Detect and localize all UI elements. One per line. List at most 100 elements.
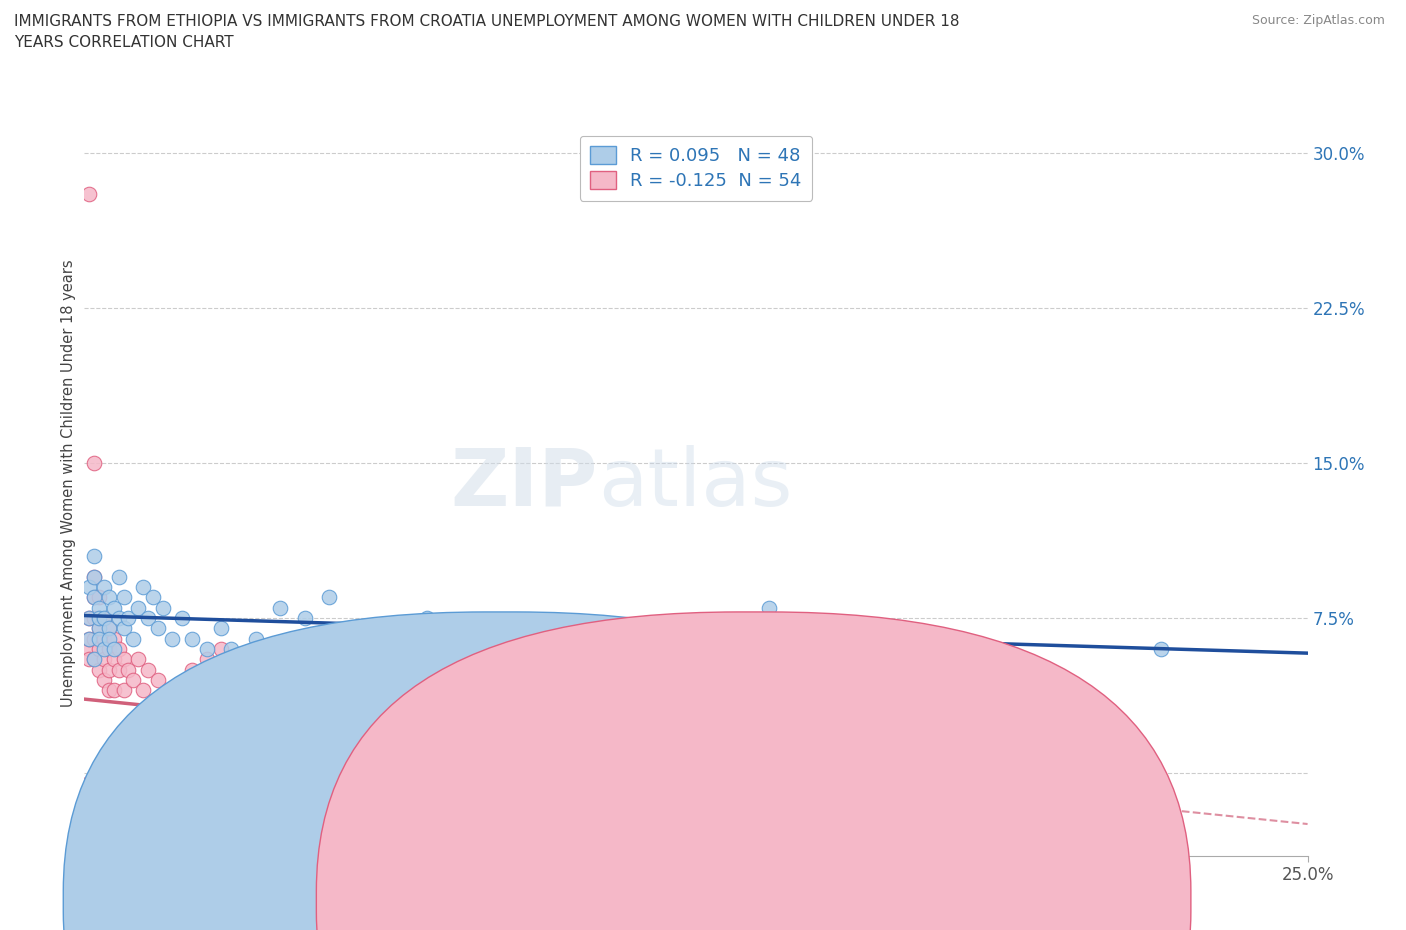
Point <box>97 621 120 636</box>
Point <box>219 811 242 826</box>
Point <box>93 786 115 801</box>
Point <box>416 610 439 625</box>
Point <box>219 642 242 657</box>
Point <box>294 610 316 625</box>
Point <box>107 662 129 677</box>
Point <box>612 724 634 739</box>
Point <box>259 662 281 677</box>
Point <box>93 807 115 822</box>
Y-axis label: Unemployment Among Women with Children Under 18 years: Unemployment Among Women with Children U… <box>60 259 76 708</box>
Point <box>83 456 105 471</box>
Point <box>122 631 145 646</box>
Point <box>83 569 105 584</box>
Point <box>87 631 110 646</box>
Point <box>209 621 232 636</box>
Text: IMMIGRANTS FROM ETHIOPIA VS IMMIGRANTS FROM CROATIA UNEMPLOYMENT AMONG WOMEN WIT: IMMIGRANTS FROM ETHIOPIA VS IMMIGRANTS F… <box>14 14 959 50</box>
Point <box>93 579 115 594</box>
Point <box>103 683 125 698</box>
Point <box>132 683 155 698</box>
Point <box>146 672 169 687</box>
Point <box>195 652 218 667</box>
Point <box>93 631 115 646</box>
Point <box>77 610 100 625</box>
Point <box>162 807 184 822</box>
Point <box>83 631 105 646</box>
Point <box>209 642 232 657</box>
Point <box>146 817 169 832</box>
Point <box>269 600 291 615</box>
Point <box>709 745 731 760</box>
Point <box>103 600 125 615</box>
Point <box>758 600 780 615</box>
Point <box>97 796 120 811</box>
Point <box>87 600 110 615</box>
Point <box>83 569 105 584</box>
Point <box>367 642 389 657</box>
Point <box>132 803 155 817</box>
Point <box>93 610 115 625</box>
Point <box>127 600 149 615</box>
Point <box>83 590 105 604</box>
Point <box>709 642 731 657</box>
Point <box>464 693 486 708</box>
Point <box>87 610 110 625</box>
Point <box>97 590 120 604</box>
Point <box>122 672 145 687</box>
Point <box>103 652 125 667</box>
Point <box>83 549 105 564</box>
Text: atlas: atlas <box>598 445 793 523</box>
Point <box>513 724 536 739</box>
Point <box>83 652 105 667</box>
Point <box>288 703 311 718</box>
Point <box>87 610 110 625</box>
Legend: R = 0.095   N = 48, R = -0.125  N = 54: R = 0.095 N = 48, R = -0.125 N = 54 <box>579 136 813 201</box>
Point <box>107 569 129 584</box>
Point <box>112 796 135 811</box>
Point <box>229 672 252 687</box>
Point <box>87 642 110 657</box>
Point <box>181 631 204 646</box>
Point <box>166 693 188 708</box>
Point <box>117 786 139 801</box>
Point <box>83 796 105 811</box>
Point <box>97 642 120 657</box>
Point <box>107 642 129 657</box>
Point <box>136 662 159 677</box>
Point <box>181 662 204 677</box>
Point <box>77 579 100 594</box>
Point <box>93 672 115 687</box>
Point <box>122 796 145 811</box>
Point <box>83 807 105 822</box>
Point <box>142 693 165 708</box>
Point <box>87 803 110 817</box>
Point <box>97 662 120 677</box>
Point <box>93 817 115 832</box>
Point <box>103 642 125 657</box>
Point <box>318 796 340 811</box>
Point <box>97 811 120 826</box>
Point <box>156 683 179 698</box>
Point <box>77 786 100 801</box>
Point <box>87 621 110 636</box>
Point <box>318 590 340 604</box>
Point <box>152 600 174 615</box>
Point <box>87 790 110 805</box>
Point <box>97 782 120 797</box>
Point <box>107 790 129 805</box>
Point <box>77 631 100 646</box>
Point <box>117 610 139 625</box>
Point <box>112 621 135 636</box>
Point <box>172 610 194 625</box>
Point <box>97 631 120 646</box>
Point <box>77 631 100 646</box>
Point <box>87 621 110 636</box>
Point <box>489 621 512 636</box>
Point <box>127 652 149 667</box>
Point <box>562 631 585 646</box>
Point <box>87 590 110 604</box>
Point <box>1150 642 1173 657</box>
Point <box>103 631 125 646</box>
Point <box>269 807 291 822</box>
Point <box>103 803 125 817</box>
Point <box>87 776 110 790</box>
